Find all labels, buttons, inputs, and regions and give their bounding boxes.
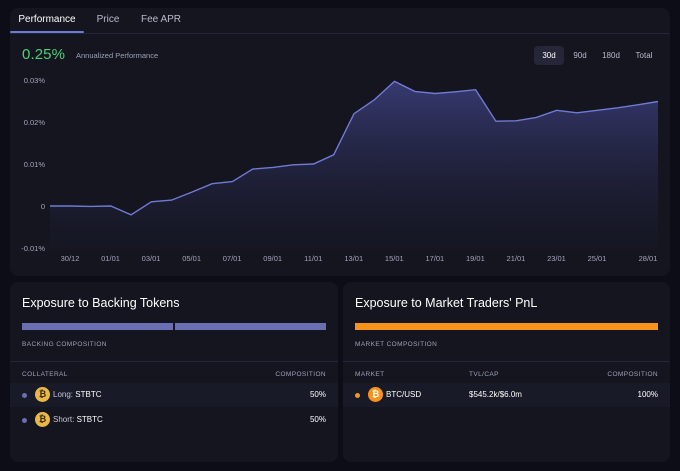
y-tick-label: -0.01% xyxy=(21,244,45,253)
chart-tabs: Performance Price Fee APR xyxy=(10,8,670,33)
x-tick-label: 07/01 xyxy=(223,254,242,263)
x-tick-label: 30/12 xyxy=(61,254,80,263)
market-cell: BTC/USD xyxy=(386,390,422,399)
annualized-performance-value: 0.25% xyxy=(22,46,66,63)
backing-composition-label: BACKING COMPOSITION xyxy=(22,341,107,348)
tab-price[interactable]: Price xyxy=(88,8,128,33)
tab-performance[interactable]: Performance xyxy=(10,8,84,33)
active-tab-indicator xyxy=(10,31,84,33)
performance-area xyxy=(50,81,658,251)
composition-cell: 50% xyxy=(309,415,326,424)
table-row[interactable]: ₿ Long: STBTC 50% xyxy=(10,383,338,407)
bitcoin-icon: ₿ xyxy=(368,387,383,402)
performance-panel: Performance Price Fee APR 0.25% Annualiz… xyxy=(10,8,670,276)
x-tick-label: 01/01 xyxy=(101,254,120,263)
x-tick-label: 05/01 xyxy=(182,254,201,263)
backing-bar-long xyxy=(22,323,173,330)
x-tick-label: 11/01 xyxy=(304,254,322,263)
token-symbol: STBTC xyxy=(75,390,102,399)
x-tick-label: 17/01 xyxy=(425,254,444,263)
tvl-cap-cell: $545.2k/$6.0m xyxy=(469,390,522,399)
backing-tokens-card: Exposure to Backing Tokens BACKING COMPO… xyxy=(10,282,338,462)
x-tick-label: 25/01 xyxy=(588,254,607,263)
x-tick-label: 23/01 xyxy=(547,254,566,263)
collateral-cell: Short: STBTC xyxy=(53,415,103,424)
tab-price-label: Price xyxy=(96,14,120,25)
collateral-column-header: COLLATERAL xyxy=(22,371,68,378)
y-tick-label: 0.02% xyxy=(24,118,46,127)
market-pnl-card: Exposure to Market Traders' PnL MARKET C… xyxy=(343,282,670,462)
table-row[interactable]: ₿ Short: STBTC 50% xyxy=(10,408,338,432)
market-divider xyxy=(343,361,670,362)
y-tick-label: 0 xyxy=(41,202,45,211)
stbtc-token-icon: ₿ xyxy=(35,387,50,402)
table-row[interactable]: ₿ BTC/USD $545.2k/$6.0m 100% xyxy=(343,383,670,407)
position-side: Short: xyxy=(53,415,75,424)
time-range-selector: 30d 90d 180d Total xyxy=(534,46,660,65)
performance-line xyxy=(50,80,659,216)
x-tick-label: 09/01 xyxy=(263,254,282,263)
x-tick-label: 13/01 xyxy=(344,254,363,263)
tvl-cap-column-header: TVL/CAP xyxy=(469,371,499,378)
tab-fee-apr-label: Fee APR xyxy=(140,14,182,25)
range-30d-button[interactable]: 30d xyxy=(534,46,564,65)
stbtc-token-icon: ₿ xyxy=(35,412,50,427)
x-tick-label: 21/01 xyxy=(507,254,526,263)
series-dot xyxy=(355,393,360,398)
composition-cell: 50% xyxy=(309,390,326,399)
tabs-divider xyxy=(10,33,670,34)
market-bar xyxy=(355,323,658,330)
tab-performance-label: Performance xyxy=(18,14,76,25)
market-column-header: MARKET xyxy=(355,371,385,378)
performance-chart: 0.03% 0.02% 0.01% 0 -0.01% 30/12 01/01 03/01 05… xyxy=(21,76,659,263)
x-tick-label: 19/01 xyxy=(466,254,485,263)
composition-column-header: COMPOSITION xyxy=(275,371,326,378)
x-tick-label: 28/01 xyxy=(639,254,658,263)
range-180d-button[interactable]: 180d xyxy=(602,51,620,60)
annualized-performance-label: Annualized Performance xyxy=(76,51,159,60)
range-90d-button[interactable]: 90d xyxy=(573,51,587,60)
y-tick-label: 0.01% xyxy=(24,160,46,169)
backing-divider xyxy=(10,361,338,362)
position-side: Long: xyxy=(53,390,74,399)
series-dot xyxy=(22,418,27,423)
composition-column-header: COMPOSITION xyxy=(607,371,658,378)
y-tick-label: 0.03% xyxy=(24,76,46,85)
collateral-cell: Long: STBTC xyxy=(53,390,102,399)
range-total-button[interactable]: Total xyxy=(635,51,653,60)
backing-title: Exposure to Backing Tokens xyxy=(22,296,180,310)
tab-fee-apr[interactable]: Fee APR xyxy=(136,8,186,33)
backing-bar-short xyxy=(175,323,326,330)
x-tick-label: 03/01 xyxy=(142,254,161,263)
market-title: Exposure to Market Traders' PnL xyxy=(355,296,538,310)
series-dot xyxy=(22,393,27,398)
x-tick-label: 15/01 xyxy=(385,254,404,263)
market-composition-label: MARKET COMPOSITION xyxy=(355,341,438,348)
composition-cell: 100% xyxy=(637,390,658,399)
token-symbol: STBTC xyxy=(76,415,103,424)
